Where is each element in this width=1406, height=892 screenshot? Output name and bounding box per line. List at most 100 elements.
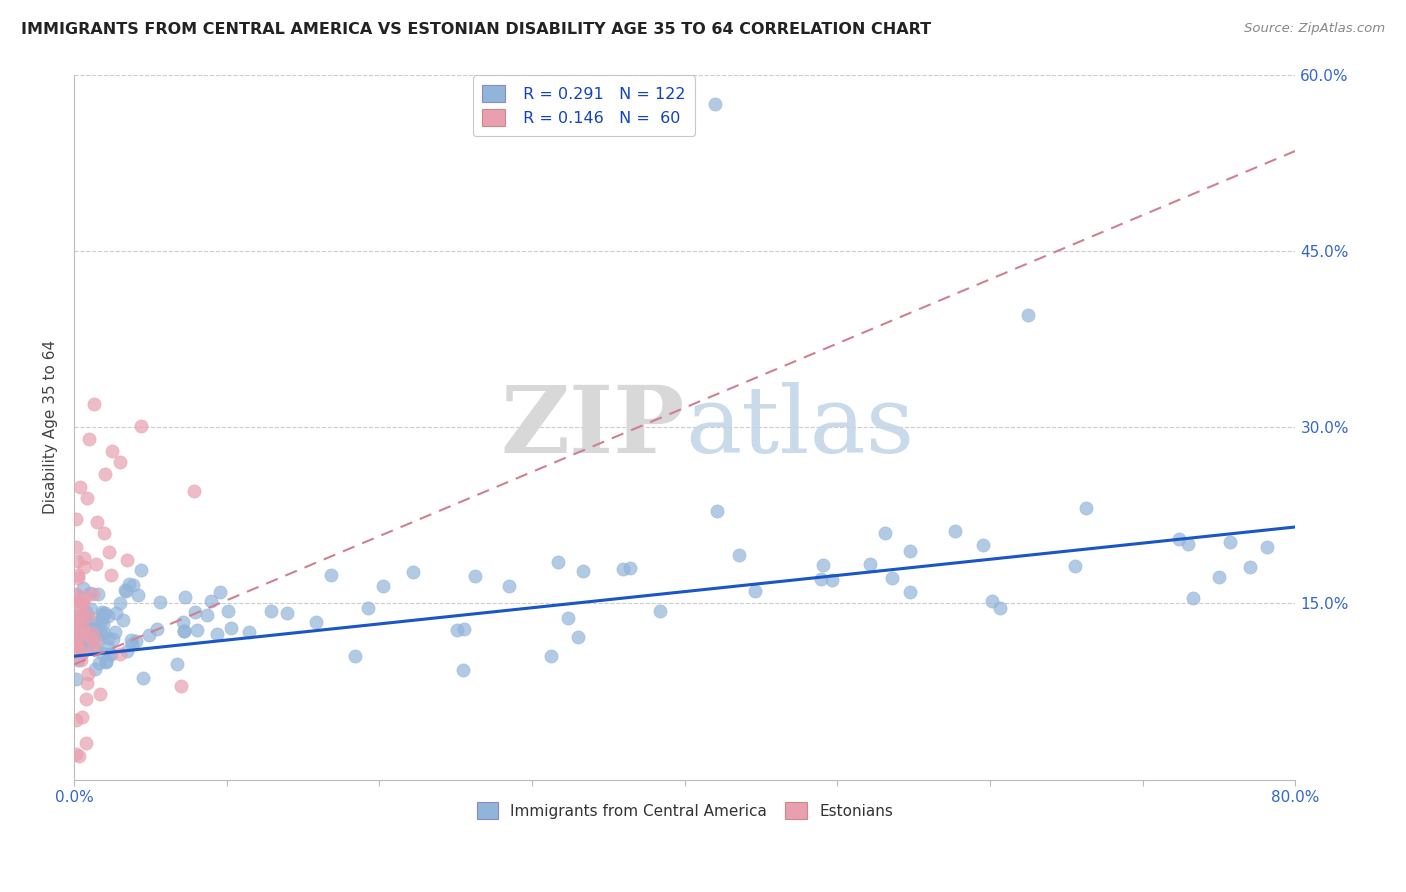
Point (810, 573, 832, 587)
Point (728, 549, 751, 563)
Point (1168, 533, 1191, 547)
Point (66, 568, 89, 582)
Point (173, 624, 195, 638)
Point (97, 545, 120, 559)
Point (186, 623, 208, 637)
Point (73, 611, 96, 625)
Point (127, 588, 149, 602)
Point (121, 637, 143, 651)
Point (744, 584, 766, 599)
Point (1064, 558, 1087, 573)
Point (183, 484, 205, 499)
Point (402, 565, 425, 579)
Point (115, 552, 138, 566)
Point (79, 586, 101, 600)
Point (83, 396, 105, 410)
Point (89, 632, 111, 646)
Point (344, 649, 367, 664)
Point (97, 609, 120, 624)
Point (84, 634, 107, 648)
Point (173, 590, 195, 604)
Point (84, 557, 107, 571)
Point (1208, 570, 1230, 584)
Point (66, 554, 89, 568)
Point (94, 655, 117, 669)
Point (79, 432, 101, 446)
Point (84, 662, 107, 676)
Point (89, 687, 111, 701)
Point (464, 568, 486, 582)
Point (138, 628, 160, 642)
Point (173, 624, 195, 639)
Point (65, 609, 87, 624)
Point (648, 604, 671, 618)
Point (125, 633, 148, 648)
Point (65, 512, 87, 526)
Point (858, 557, 880, 571)
Point (104, 625, 127, 640)
Point (65, 621, 87, 635)
Point (219, 621, 242, 635)
Point (72, 596, 94, 610)
Point (77, 608, 100, 623)
Point (446, 623, 468, 637)
Point (89, 626, 111, 640)
Point (66, 636, 89, 650)
Point (75, 692, 97, 706)
Point (87, 587, 110, 601)
Point (108, 455, 131, 469)
Point (69, 626, 91, 640)
Text: ZIP: ZIP (501, 382, 685, 472)
Point (195, 608, 218, 623)
Point (451, 663, 474, 677)
Point (172, 615, 194, 629)
Point (73, 590, 96, 604)
Point (67, 571, 90, 585)
Point (84, 641, 107, 656)
Point (898, 544, 921, 558)
Point (77, 632, 100, 647)
Point (305, 615, 328, 629)
Point (72, 607, 94, 622)
Point (612, 562, 634, 576)
Point (1239, 560, 1261, 574)
Point (65, 587, 87, 601)
Point (94, 607, 117, 621)
Point (72, 551, 94, 566)
Point (118, 577, 141, 591)
Point (1074, 500, 1097, 515)
Point (166, 657, 188, 672)
Point (120, 633, 142, 648)
Point (540, 648, 562, 663)
Point (1181, 591, 1204, 606)
Point (132, 671, 155, 685)
Point (69, 640, 91, 655)
Point (1219, 535, 1241, 549)
Point (122, 578, 145, 592)
Point (66, 635, 89, 649)
Point (98, 647, 121, 661)
Point (238, 624, 260, 639)
Point (80, 625, 103, 640)
Point (567, 630, 589, 644)
Point (76, 491, 98, 505)
Point (65, 594, 87, 608)
Point (94, 654, 117, 668)
Point (217, 604, 239, 618)
Point (321, 567, 343, 582)
Point (972, 538, 994, 552)
Point (547, 555, 569, 569)
Point (77, 629, 100, 643)
Point (205, 627, 228, 641)
Point (91, 611, 114, 625)
Point (90, 646, 112, 660)
Point (209, 584, 232, 599)
Point (101, 632, 124, 647)
Point (101, 443, 124, 458)
Point (980, 594, 1002, 608)
Point (72, 646, 94, 660)
Point (66, 641, 89, 656)
Point (76, 676, 98, 690)
Point (373, 579, 395, 593)
Point (821, 574, 844, 588)
